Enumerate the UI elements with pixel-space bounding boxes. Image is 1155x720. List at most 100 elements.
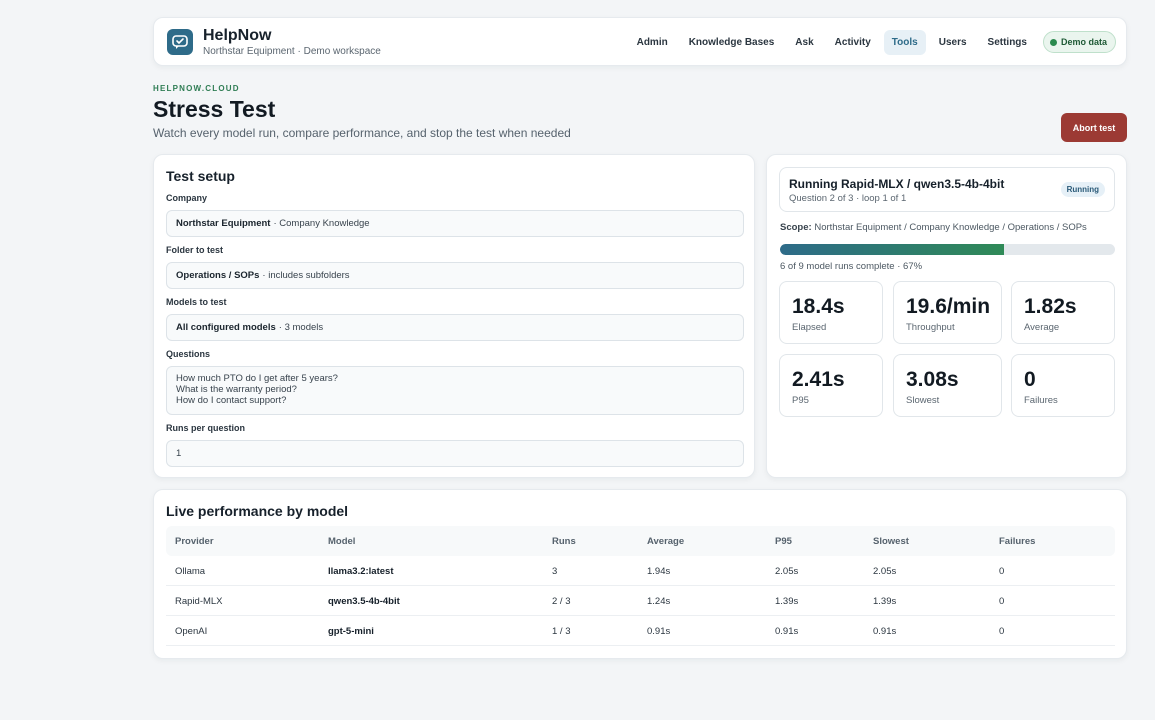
cell-p95: 1.39s — [775, 596, 799, 607]
metric-average: 1.82s Average — [1011, 281, 1115, 344]
cell-slowest: 2.05s — [873, 566, 897, 577]
table-row[interactable]: Ollama llama3.2:latest 3 1.94s 2.05s 2.0… — [166, 556, 1115, 586]
progress-bar — [780, 244, 1115, 255]
performance-table: Provider Model Runs Average P95 Slowest … — [166, 526, 1115, 646]
test-setup-title: Test setup — [166, 168, 235, 184]
column-header-model[interactable]: Model — [328, 536, 356, 547]
progress-bar-fill — [780, 244, 1005, 255]
nav-tools[interactable]: Tools — [883, 29, 926, 55]
current-run-title: Running Rapid-MLX / qwen3.5-4b-4bit — [789, 177, 1005, 191]
metric-label: Average — [1024, 322, 1060, 333]
brand-name[interactable]: HelpNow — [203, 27, 272, 44]
cell-average: 1.24s — [647, 596, 671, 607]
company-note: · Company Knowledge — [273, 218, 370, 229]
page-subtitle: Watch every model run, compare performan… — [153, 126, 571, 140]
cell-provider: Rapid-MLX — [175, 596, 223, 607]
run-status-card: Running Rapid-MLX / qwen3.5-4b-4bit Ques… — [766, 154, 1127, 478]
nav-settings[interactable]: Settings — [987, 36, 1027, 48]
nav-users[interactable]: Users — [938, 36, 967, 48]
models-label: Models to test — [166, 297, 227, 307]
cell-provider: OpenAI — [175, 626, 208, 637]
table-row[interactable]: OpenAI gpt-5-mini 1 / 3 0.91s 0.91s 0.91… — [166, 616, 1115, 646]
status-badge: Running — [1060, 182, 1105, 197]
metric-value: 18.4s — [792, 295, 845, 318]
company-label: Company — [166, 193, 208, 203]
folder-value: Operations / SOPs — [176, 270, 260, 281]
cell-average: 1.94s — [647, 566, 671, 577]
metric-value: 3.08s — [906, 368, 959, 391]
metric-elapsed: 18.4s Elapsed — [779, 281, 883, 344]
column-header-provider[interactable]: Provider — [175, 536, 214, 547]
metric-label: P95 — [792, 395, 809, 406]
scope-label: Scope: — [780, 222, 812, 233]
cell-model: llama3.2:latest — [328, 566, 394, 577]
status-dot-icon — [1049, 38, 1057, 46]
metric-value: 0 — [1024, 368, 1036, 391]
metric-throughput: 19.6/min Throughput — [893, 281, 1002, 344]
metric-p95: 2.41s P95 — [779, 354, 883, 417]
column-header-average[interactable]: Average — [647, 536, 685, 547]
nav-ask[interactable]: Ask — [795, 36, 814, 48]
cell-model: gpt-5-mini — [328, 626, 374, 637]
workspace-subtitle: Northstar Equipment · Demo workspace — [203, 46, 381, 57]
test-setup-card: Test setup Company Northstar Equipment ·… — [153, 154, 755, 478]
nav-activity[interactable]: Activity — [834, 36, 871, 48]
top-navbar: HelpNow Northstar Equipment · Demo works… — [153, 17, 1127, 66]
cell-failures: 0 — [999, 566, 1005, 577]
cell-runs: 1 / 3 — [552, 626, 571, 637]
metric-failures: 0 Failures — [1011, 354, 1115, 417]
current-run-progress: Question 2 of 3 · loop 1 of 1 — [789, 193, 907, 204]
column-header-p95[interactable]: P95 — [775, 536, 792, 547]
column-header-failures[interactable]: Failures — [999, 536, 1036, 547]
runs-per-question-label: Runs per question — [166, 423, 246, 433]
metric-value: 2.41s — [792, 368, 845, 391]
table-header-row: Provider Model Runs Average P95 Slowest … — [166, 526, 1115, 556]
models-select[interactable]: All configured models · 3 models — [166, 314, 744, 341]
scope-line: Scope: Northstar Equipment / Company Kno… — [780, 222, 1087, 233]
models-value: All configured models — [176, 322, 276, 333]
metric-label: Slowest — [906, 395, 940, 406]
page-eyebrow: HELPNOW.CLOUD — [153, 84, 240, 93]
metric-label: Failures — [1024, 395, 1058, 406]
metric-label: Elapsed — [792, 322, 827, 333]
cell-runs: 2 / 3 — [552, 596, 571, 607]
cell-slowest: 0.91s — [873, 626, 897, 637]
column-header-runs[interactable]: Runs — [552, 536, 576, 547]
cell-failures: 0 — [999, 596, 1005, 607]
nav-admin[interactable]: Admin — [636, 36, 668, 48]
metric-slowest: 3.08s Slowest — [893, 354, 1002, 417]
metric-value: 1.82s — [1024, 295, 1077, 318]
column-header-slowest[interactable]: Slowest — [873, 536, 909, 547]
demo-data-label: Demo data — [1060, 37, 1107, 47]
metric-value: 19.6/min — [906, 295, 991, 318]
nav-knowledge-bases[interactable]: Knowledge Bases — [688, 36, 775, 48]
cell-slowest: 1.39s — [873, 596, 897, 607]
models-note: · 3 models — [278, 322, 324, 333]
cell-average: 0.91s — [647, 626, 671, 637]
current-run-box: Running Rapid-MLX / qwen3.5-4b-4bit Ques… — [779, 167, 1115, 212]
abort-test-button[interactable]: Abort test — [1061, 113, 1127, 142]
cell-p95: 0.91s — [775, 626, 799, 637]
scope-value: Northstar Equipment / Company Knowledge … — [814, 222, 1087, 233]
demo-data-badge[interactable]: Demo data — [1042, 31, 1116, 53]
folder-note: · includes subfolders — [262, 270, 350, 281]
main-nav: Admin Knowledge Bases Ask Activity Tools… — [624, 29, 1116, 55]
company-select[interactable]: Northstar Equipment · Company Knowledge — [166, 210, 744, 237]
helpnow-logo-icon[interactable] — [167, 29, 193, 55]
runs-per-question-input[interactable]: 1 — [166, 440, 744, 467]
live-performance-card: Live performance by model Provider Model… — [153, 489, 1127, 659]
questions-label: Questions — [166, 349, 211, 359]
questions-textarea[interactable]: How much PTO do I get after 5 years? Wha… — [166, 366, 744, 415]
page-title: Stress Test — [153, 96, 276, 122]
table-row[interactable]: Rapid-MLX qwen3.5-4b-4bit 2 / 3 1.24s 1.… — [166, 586, 1115, 616]
cell-provider: Ollama — [175, 566, 206, 577]
metric-label: Throughput — [906, 322, 955, 333]
folder-label: Folder to test — [166, 245, 224, 255]
cell-p95: 2.05s — [775, 566, 799, 577]
live-performance-title: Live performance by model — [166, 503, 349, 519]
company-value: Northstar Equipment — [176, 218, 271, 229]
folder-select[interactable]: Operations / SOPs · includes subfolders — [166, 262, 744, 289]
cell-model: qwen3.5-4b-4bit — [328, 596, 400, 607]
cell-runs: 3 — [552, 566, 558, 577]
progress-text: 6 of 9 model runs complete · 67% — [780, 261, 923, 272]
